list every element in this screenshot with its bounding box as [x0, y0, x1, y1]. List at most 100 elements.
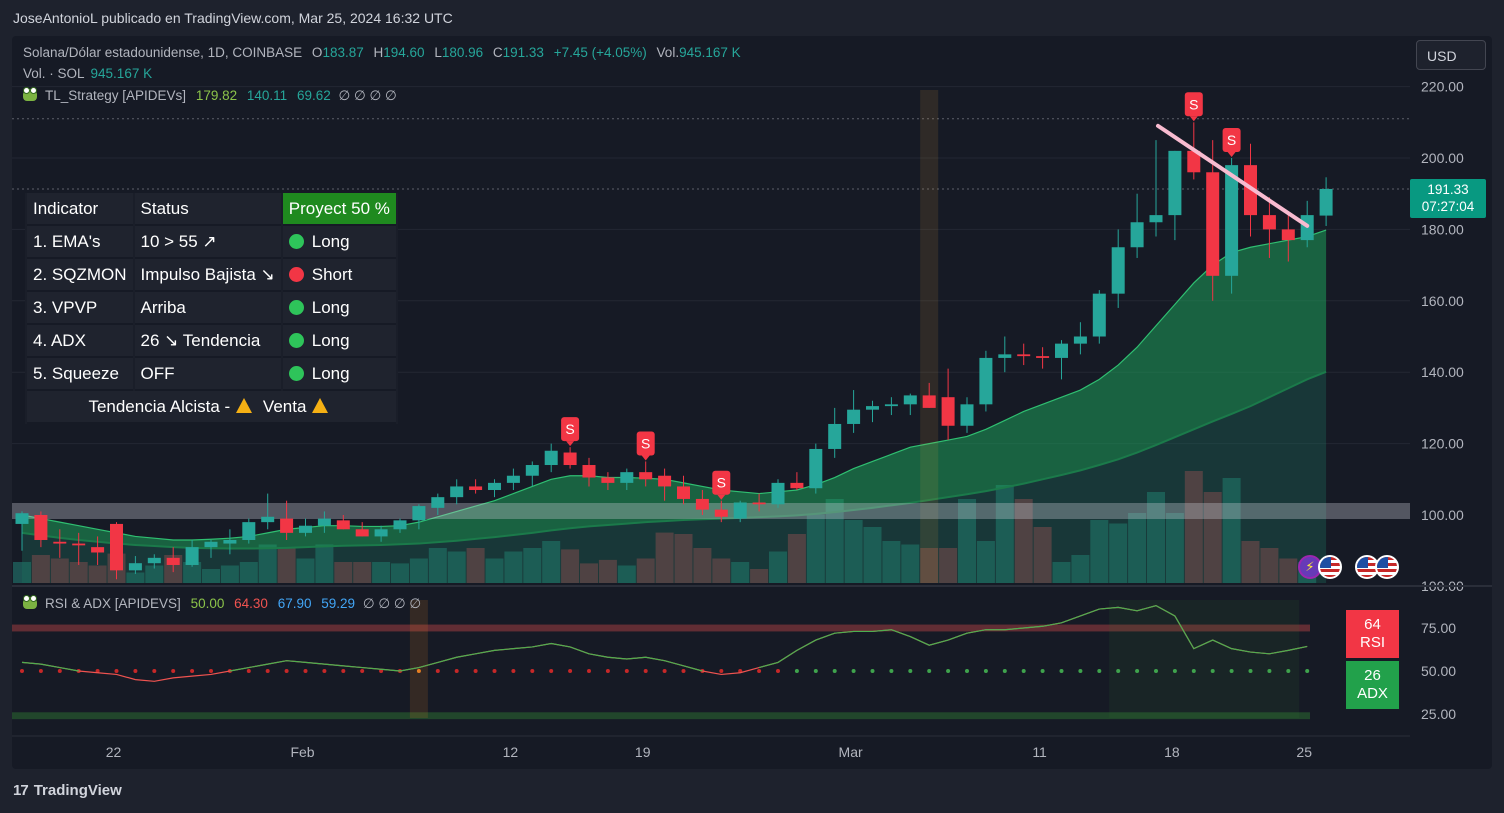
currency-selector[interactable]: USD — [1416, 40, 1486, 70]
sell-signal-label: S — [1227, 132, 1236, 148]
open-value: 183.87 — [322, 45, 364, 60]
adx-dot — [190, 669, 195, 673]
candle-body — [412, 506, 426, 521]
signal-dot-icon — [288, 233, 304, 249]
price-tick-label: 220.00 — [1421, 79, 1464, 95]
candle-body — [1017, 354, 1031, 357]
ema-slow-line — [21, 370, 1327, 550]
sell-signal-pointer — [641, 455, 650, 461]
volume-bar — [1203, 492, 1222, 583]
volume-bar — [220, 565, 239, 583]
volume-legend: Vol. · SOL 945.167 K — [23, 66, 152, 81]
time-tick-label: 18 — [1164, 744, 1180, 760]
row-status: Arriba — [134, 292, 281, 325]
candle-body — [166, 557, 180, 565]
adx-dot — [983, 669, 988, 673]
candle-body — [639, 472, 653, 480]
adx-dot — [1135, 669, 1140, 673]
candle-body — [1130, 222, 1144, 248]
us-flag-icon[interactable] — [1375, 555, 1399, 579]
row-indicator: 3. VPVP — [27, 292, 133, 325]
candle-body — [1073, 336, 1087, 344]
volume-bar — [296, 558, 315, 583]
adx-dot — [1002, 669, 1007, 673]
logo-text: TradingView — [33, 782, 122, 799]
candle-body — [147, 557, 161, 564]
adx-dot — [587, 669, 591, 673]
adx-dot — [1078, 669, 1083, 673]
volume-bar — [580, 563, 598, 583]
adx-dot — [454, 669, 459, 673]
high-value: 194.60 — [383, 45, 425, 60]
rsi-na: ∅ ∅ ∅ ∅ — [362, 596, 422, 611]
rsi-tag-value: 64 — [1364, 616, 1381, 633]
adx-dot — [152, 669, 157, 673]
candle-body — [601, 477, 615, 483]
row-signal: Long — [282, 325, 396, 358]
adx-dot — [57, 669, 62, 673]
table-header-row: Indicator Status Proyect 50 % — [27, 193, 396, 226]
candle-body — [53, 541, 67, 544]
volume-bar — [598, 559, 617, 583]
row-indicator: 5. Squeeze — [27, 358, 133, 391]
volume-bar — [391, 563, 409, 583]
table-footer-row: Tendencia Alcista - Venta — [27, 391, 396, 424]
table-row: 4. ADX 26 ↘ Tendencia Long — [27, 325, 396, 358]
frog-icon — [23, 87, 37, 101]
publish-header: JoseAntonioL publicado en TradingView.co… — [13, 10, 453, 26]
sell-signal-marker — [712, 470, 731, 495]
sell-signal-label: S — [565, 421, 574, 437]
us-flag-icon[interactable] — [1318, 555, 1342, 579]
sell-signal-pointer — [1189, 116, 1198, 122]
volume-bar — [1222, 478, 1241, 583]
volume-bar — [1090, 520, 1109, 583]
candle-body — [922, 395, 936, 408]
candle-body — [261, 516, 275, 523]
adx-dot — [1305, 669, 1310, 673]
volume-bar — [1241, 541, 1260, 583]
adx-dot — [719, 669, 724, 673]
adx-dot — [1172, 669, 1177, 673]
volume-bar — [976, 541, 995, 583]
rsi-highlight-zone — [1109, 600, 1300, 718]
row-signal: Long — [282, 226, 396, 259]
signal-label: Long — [311, 297, 350, 317]
signal-label: Long — [311, 231, 350, 251]
tradingview-logo[interactable]: 17 TradingView — [13, 782, 122, 799]
candle-body — [1036, 356, 1050, 358]
candle-body — [1055, 343, 1068, 358]
symbol-legend: Solana/Dólar estadounidense, 1D, COINBAS… — [23, 45, 741, 60]
volume-bar — [88, 565, 107, 583]
rsi-v2: 64.30 — [234, 596, 268, 611]
adx-dot — [908, 669, 913, 673]
table-row: 1. EMA's 10 > 55 ↗ Long — [27, 226, 396, 259]
signal-label: Short — [311, 264, 353, 284]
warning-icon — [236, 397, 253, 413]
volume-bar — [1184, 471, 1203, 583]
adx-dot — [416, 669, 421, 673]
adx-value-tag: 26 ADX — [1346, 661, 1399, 709]
candle-body — [1168, 150, 1182, 216]
adx-dot — [1286, 669, 1291, 673]
time-tick-label: Mar — [839, 744, 863, 760]
volume-bar — [1165, 513, 1184, 583]
row-signal: Long — [282, 292, 396, 325]
adx-dot — [530, 669, 535, 673]
sell-signal-pointer — [1227, 152, 1236, 157]
sell-signal-label: S — [641, 435, 650, 451]
candle-body — [658, 475, 672, 487]
volume-bar — [239, 562, 258, 583]
adx-dot — [1154, 669, 1158, 673]
volume-bar — [1052, 562, 1071, 583]
volume-bar — [277, 548, 296, 583]
adx-dot — [265, 669, 270, 673]
candle-body — [771, 482, 785, 505]
adx-dot — [1210, 669, 1215, 673]
adx-dot — [851, 669, 856, 673]
candle-body — [1092, 293, 1106, 337]
signal-dot-icon — [288, 332, 304, 348]
table-footer: Tendencia Alcista - Venta — [27, 391, 396, 424]
rsi-tick-label: 25.00 — [1421, 706, 1456, 722]
adx-dot — [643, 669, 648, 673]
